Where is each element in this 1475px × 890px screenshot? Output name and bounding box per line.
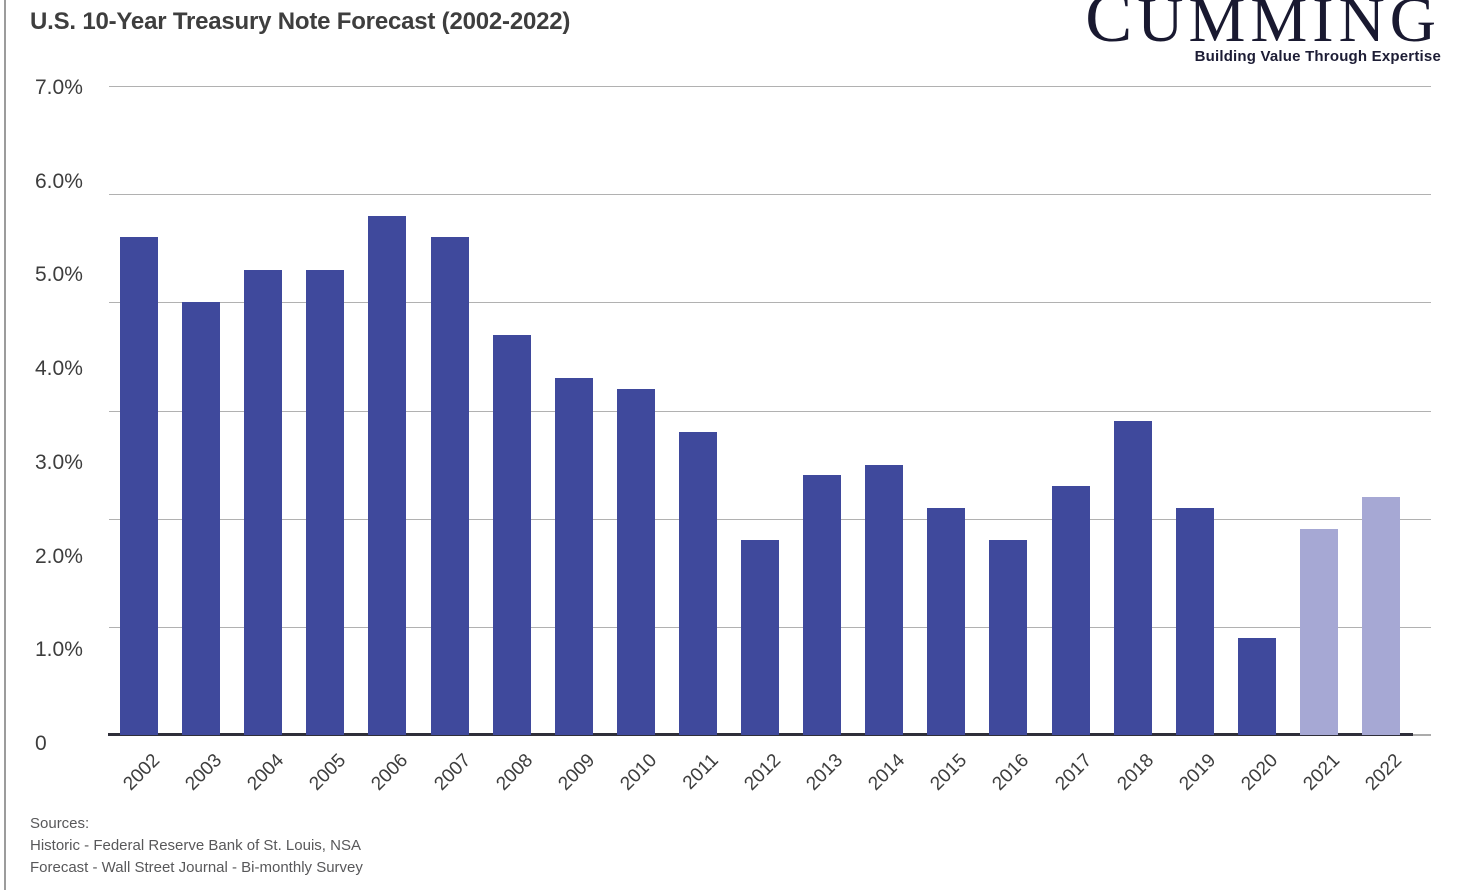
x-axis-label-2012: 2012 [740,750,785,795]
x-axis-label-2010: 2010 [616,750,661,795]
gridline [109,86,1431,87]
x-axis-label-2005: 2005 [305,750,350,795]
bar-2014 [865,465,903,735]
y-axis-tick-label: 5.0% [35,263,83,286]
logo-initial-letter: C [1085,0,1138,57]
x-axis-label-2021: 2021 [1299,750,1344,795]
x-axis-label-2022: 2022 [1361,750,1406,795]
bar-2002 [120,237,158,735]
bar-2007 [431,237,469,735]
x-axis-label-2017: 2017 [1051,750,1096,795]
y-axis-tick-label: 0 [35,732,47,755]
bar-2015 [927,508,965,735]
x-axis-label-2007: 2007 [430,750,475,795]
x-axis-label-2006: 2006 [367,750,412,795]
bar-2011 [679,432,717,735]
y-axis-tick-label: 3.0% [35,451,83,474]
bar-2016 [989,540,1027,735]
bar-2009 [555,378,593,735]
y-axis-tick-label: 4.0% [35,357,83,380]
gridline [109,519,1431,520]
x-axis-label-2014: 2014 [864,750,909,795]
x-axis-label-2015: 2015 [926,750,971,795]
y-axis-tick-label: 7.0% [35,76,83,99]
bar-2006 [368,216,406,735]
y-axis-tick-label: 2.0% [35,545,83,568]
bar-2017 [1052,486,1090,735]
y-axis-tick-label: 6.0% [35,170,83,193]
x-axis-label-2018: 2018 [1113,750,1158,795]
x-axis-label-2011: 2011 [679,750,723,794]
source-line-historic: Historic - Federal Reserve Bank of St. L… [30,837,361,854]
bar-2012 [741,540,779,735]
bar-2004 [244,270,282,735]
bar-2010 [617,389,655,735]
gridline [109,411,1431,412]
logo-wordmark: CUMMING [1085,0,1441,53]
bar-2005 [306,270,344,735]
sources-heading: Sources: [30,815,90,832]
source-line-forecast: Forecast - Wall Street Journal - Bi-mont… [30,859,363,876]
y-axis-tick-label: 1.0% [35,638,83,661]
logo-wordmark-rest: UMMING [1137,0,1441,55]
bar-2018 [1114,421,1152,735]
logo-tagline: Building Value Through Expertise [1194,48,1441,66]
bar-2020 [1238,638,1276,735]
x-axis-label-2003: 2003 [181,750,226,795]
x-axis-label-2020: 2020 [1237,750,1282,795]
bar-2021 [1300,529,1338,735]
x-axis-label-2009: 2009 [554,750,599,795]
cumming-logo: CUMMING Building Value Through Expertise [1085,0,1441,87]
bar-2003 [182,302,220,735]
bar-2013 [803,475,841,735]
x-axis-label-2013: 2013 [802,750,847,795]
gridline [109,194,1431,195]
x-axis-label-2019: 2019 [1175,750,1220,795]
x-axis-label-2016: 2016 [988,750,1033,795]
x-axis-label-2002: 2002 [119,750,164,795]
chart-title: U.S. 10-Year Treasury Note Forecast (200… [30,8,571,35]
bar-2022 [1362,497,1400,735]
sources-block: Sources: Historic - Federal Reserve Bank… [30,813,363,879]
x-axis-label-2004: 2004 [243,750,288,795]
gridline [109,302,1431,303]
page-left-border [4,0,6,890]
bar-2008 [493,335,531,735]
x-axis-line-end-tick [1413,734,1431,736]
x-axis-label-2008: 2008 [492,750,537,795]
bar-2019 [1176,508,1214,735]
